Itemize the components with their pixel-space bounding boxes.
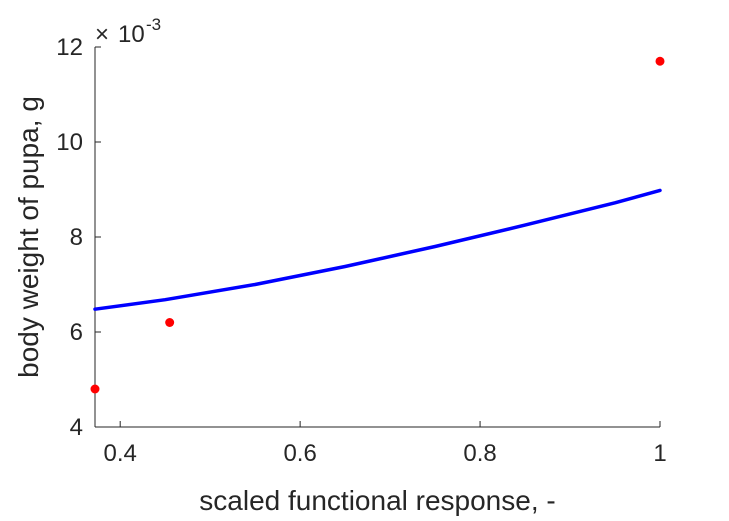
data-point bbox=[165, 318, 175, 327]
model-curve-line bbox=[93, 188, 662, 311]
x-tick-label: 0.4 bbox=[104, 440, 137, 467]
y-tick-label: 6 bbox=[70, 319, 83, 346]
y-axis-exponent-power: -3 bbox=[146, 15, 161, 34]
y-tick-label: 8 bbox=[70, 224, 83, 251]
y-tick-label: 10 bbox=[56, 129, 83, 156]
y-tick-label: 12 bbox=[56, 34, 83, 61]
plot-area: 0.4 0.6 0.8 1 4 6 8 10 12 bbox=[56, 34, 666, 467]
x-tick-label: 1 bbox=[653, 440, 666, 467]
y-axis-exponent: × 10 -3 bbox=[95, 15, 161, 48]
x-axis-label: scaled functional response, - bbox=[199, 485, 555, 516]
data-point bbox=[655, 56, 665, 66]
y-axis-exponent-base: 10 bbox=[118, 21, 145, 48]
x-tick-label: 0.6 bbox=[283, 440, 316, 467]
data-point bbox=[90, 384, 100, 394]
y-axis-exponent-times: × bbox=[95, 21, 109, 48]
x-tick-label: 0.8 bbox=[463, 440, 496, 467]
y-axis-label: body weight of pupa, g bbox=[13, 96, 44, 378]
y-tick-label: 4 bbox=[70, 414, 83, 441]
